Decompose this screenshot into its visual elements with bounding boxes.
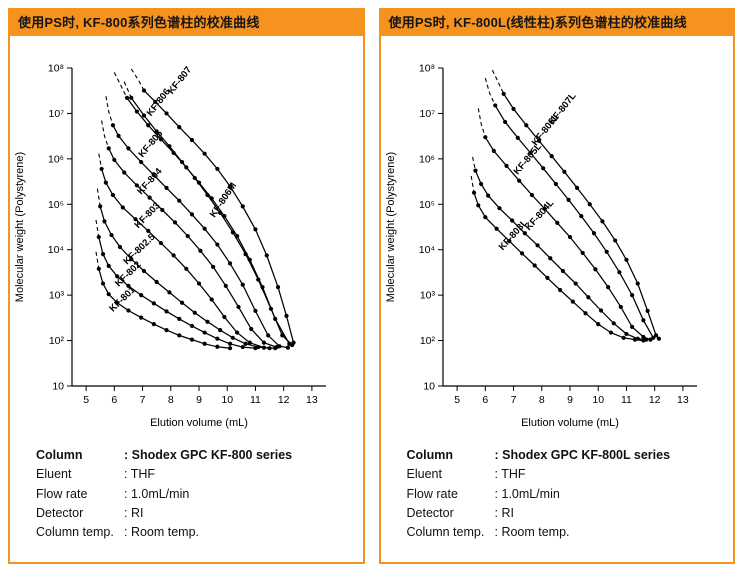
svg-text:5: 5 [83, 394, 89, 406]
spec-row-detector: Detector : RI [407, 504, 726, 523]
spec-row-eluent: Eluent : THF [36, 465, 355, 484]
svg-text:10: 10 [592, 394, 604, 406]
panel-title-kf800: 使用PS时, KF-800系列色谱柱的校准曲线 [10, 10, 363, 36]
svg-text:KF-803: KF-803 [133, 200, 163, 230]
svg-text:7: 7 [510, 394, 516, 406]
svg-text:9: 9 [196, 394, 202, 406]
spec-label: Flow rate [36, 486, 88, 501]
spec-value: : THF [124, 467, 156, 482]
svg-text:12: 12 [649, 394, 661, 406]
svg-text:10⁷: 10⁷ [49, 108, 65, 120]
svg-text:KF-805L: KF-805L [511, 141, 544, 177]
calibration-chart-kf800: 5 6 7 8 9 10 11 12 13 10 10² 10³ 10⁴ 10⁵ 10⁶ 10⁷ 10⁸ Elut… [14, 62, 327, 429]
spec-label: Detector [36, 506, 84, 521]
svg-text:5: 5 [454, 394, 460, 406]
svg-text:8: 8 [539, 394, 545, 406]
spec-row-flow-rate: Flow rate : 1.0mL/min [407, 485, 726, 504]
svg-text:8: 8 [168, 394, 174, 406]
svg-text:Elution volume (mL): Elution volume (mL) [521, 417, 619, 429]
svg-text:13: 13 [677, 394, 689, 406]
svg-text:KF-802.5: KF-802.5 [122, 231, 159, 267]
svg-text:10: 10 [423, 380, 435, 392]
svg-text:KF-805: KF-805 [137, 128, 166, 160]
svg-text:11: 11 [621, 394, 632, 406]
svg-text:10⁶: 10⁶ [419, 153, 435, 165]
svg-text:9: 9 [567, 394, 573, 406]
svg-text:KF-801: KF-801 [108, 284, 139, 314]
spec-label: Column [406, 447, 454, 462]
spec-value: : Room temp. [124, 525, 200, 540]
spec-row-column: Column : Shodex GPC KF-800 series [36, 446, 355, 465]
spec-table-kf800l: Column : Shodex GPC KF-800L series Eluen… [381, 438, 734, 553]
spec-label: Eluent [406, 467, 442, 482]
spec-row-column-temp: Column temp. : Room temp. [36, 523, 355, 542]
svg-text:13: 13 [306, 394, 318, 406]
svg-text:10²: 10² [49, 335, 65, 347]
spec-value: : THF [494, 467, 526, 482]
svg-text:6: 6 [482, 394, 488, 406]
spec-table-kf800: Column : Shodex GPC KF-800 series Eluent… [10, 438, 363, 553]
spec-value: : RI [124, 506, 144, 521]
svg-text:10: 10 [53, 380, 65, 392]
svg-text:Molecular weight (Polystyrene): Molecular weight (Polystyrene) [385, 152, 397, 302]
svg-text:12: 12 [278, 394, 290, 406]
spec-row-column: Column : Shodex GPC KF-800L series [407, 446, 726, 465]
svg-text:Elution volume (mL): Elution volume (mL) [150, 417, 248, 429]
svg-text:10⁷: 10⁷ [419, 108, 435, 120]
svg-text:Molecular weight (Polystyrene): Molecular weight (Polystyrene) [14, 152, 26, 302]
panel-kf800l: 使用PS时, KF-800L(线性柱)系列色谱柱的校准曲线 5 6 7 8 9 10 11 1… [378, 8, 735, 564]
svg-text:KF-806: KF-806 [145, 87, 173, 119]
svg-text:10³: 10³ [420, 290, 436, 302]
svg-text:11: 11 [250, 394, 261, 406]
spec-label: Flow rate [406, 486, 458, 501]
svg-text:7: 7 [140, 394, 146, 406]
svg-text:10⁵: 10⁵ [48, 199, 64, 211]
svg-text:10²: 10² [420, 335, 436, 347]
chart-area-kf800: 5 6 7 8 9 10 11 12 13 10 10² 10³ 10⁴ 10⁵ 10⁶ 10⁷ 10⁸ Elut… [10, 36, 363, 438]
spec-label: Column temp. [36, 525, 114, 540]
spec-row-column-temp: Column temp. : Room temp. [407, 523, 726, 542]
spec-row-eluent: Eluent : THF [407, 465, 726, 484]
panel-title-kf800l: 使用PS时, KF-800L(线性柱)系列色谱柱的校准曲线 [380, 10, 733, 36]
spec-value: : Room temp. [494, 525, 570, 540]
svg-text:10⁶: 10⁶ [48, 153, 64, 165]
calibration-chart-kf800l: 5 6 7 8 9 10 11 12 13 10 10² 10³ 10⁴ 10⁵ 10⁶ 10⁷ 10⁸ Elut… [385, 62, 697, 429]
svg-text:10⁸: 10⁸ [48, 62, 64, 74]
svg-text:10³: 10³ [49, 290, 65, 302]
spec-label: Detector [406, 506, 454, 521]
spec-value: : 1.0mL/min [494, 486, 560, 501]
svg-text:10⁵: 10⁵ [419, 199, 435, 211]
spec-label: Eluent [36, 467, 72, 482]
spec-label: Column temp. [406, 525, 485, 540]
spec-value: : RI [494, 506, 514, 521]
svg-text:6: 6 [112, 394, 118, 406]
spec-value: : 1.0mL/min [124, 486, 190, 501]
spec-value: : Shodex GPC KF-800L series [494, 447, 671, 462]
panel-kf800: 使用PS时, KF-800系列色谱柱的校准曲线 5 6 7 8 9 10 11 12 13 10 1… [8, 8, 365, 564]
svg-text:10⁸: 10⁸ [419, 62, 435, 74]
chart-area-kf800l: 5 6 7 8 9 10 11 12 13 10 10² 10³ 10⁴ 10⁵ 10⁶ 10⁷ 10⁸ Elut… [381, 36, 734, 438]
spec-value: : Shodex GPC KF-800 series [124, 447, 293, 462]
spec-row-detector: Detector : RI [36, 504, 355, 523]
svg-text:10: 10 [222, 394, 234, 406]
spec-label: Column [36, 447, 83, 462]
spec-row-flow-rate: Flow rate : 1.0mL/min [36, 485, 355, 504]
svg-text:10⁴: 10⁴ [419, 244, 435, 256]
svg-text:10⁴: 10⁴ [48, 244, 64, 256]
